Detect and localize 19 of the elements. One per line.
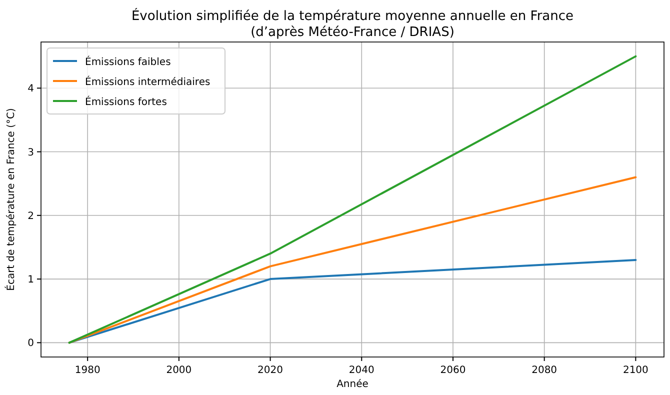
x-tick-label: 2040: [348, 365, 374, 376]
x-tick-label: 2100: [622, 365, 648, 376]
x-tick-label: 2000: [166, 365, 192, 376]
y-tick-label: 4: [28, 84, 34, 95]
x-axis-title: Année: [336, 379, 368, 390]
legend-label: Émissions fortes: [85, 95, 167, 108]
y-tick-label: 3: [28, 147, 34, 158]
legend-label: Émissions intermédiaires: [85, 75, 210, 88]
y-tick-label: 1: [28, 274, 34, 286]
y-axis-title: Écart de température en France (°C): [4, 108, 17, 291]
chart-title: Évolution simplifiée de la température moyenne annuelle en France: [131, 7, 574, 24]
chart-subtitle: (d’après Météo-France / DRIAS): [250, 25, 454, 40]
y-tick-label: 0: [28, 338, 34, 350]
x-tick-label: 2020: [258, 365, 284, 376]
x-tick-label: 2080: [532, 365, 558, 376]
legend-label: Émissions faibles: [85, 55, 171, 68]
x-tick-label: 1980: [74, 365, 100, 376]
x-tick-label: 2060: [440, 365, 466, 376]
y-tick-label: 2: [28, 210, 34, 222]
